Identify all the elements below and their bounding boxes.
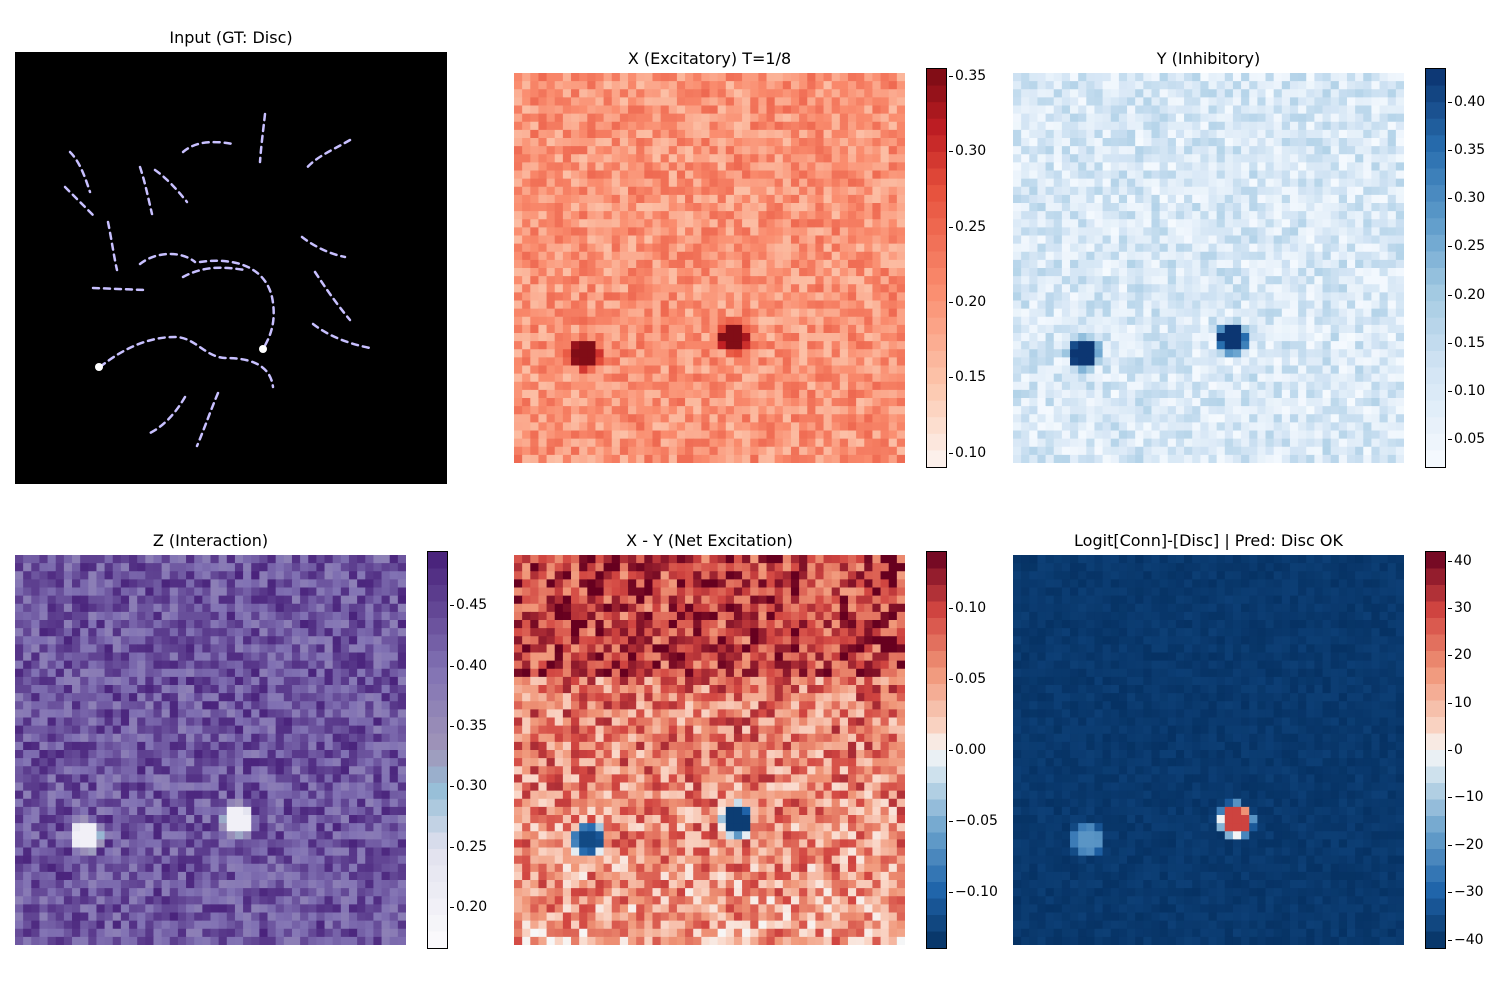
colorbar-tick-label: 0.20 — [1447, 286, 1486, 303]
colorbar-tick-label: 0.10 — [948, 444, 987, 461]
colorbar-tick-label: 0.40 — [449, 657, 488, 674]
heatmap-z — [15, 555, 406, 945]
colorbar-tick-label: 0.25 — [1447, 238, 1486, 255]
panel-title-logit: Logit[Conn]-[Disc] | Pred: Disc OK — [1074, 531, 1343, 550]
colorbar-tick-label: 0.10 — [948, 599, 987, 616]
colorbar-net-ticks: 0.10 0.05 0.00 −0.05 −0.10 — [948, 551, 1015, 949]
colorbar-tick-label: 0.05 — [1447, 431, 1486, 448]
input-contour-segment — [146, 395, 187, 436]
colorbar-tick-label: 0.30 — [449, 778, 488, 795]
colorbar-tick-label: 0.20 — [449, 898, 488, 915]
colorbar-tick-label: 0.20 — [948, 294, 987, 310]
colorbar-tick-label: 0.15 — [948, 369, 987, 386]
heatmap-net — [514, 555, 905, 945]
input-contour-segment — [300, 235, 347, 259]
colorbar-tick-label: 0.10 — [1447, 382, 1486, 399]
panel-title-input: Input (GT: Disc) — [169, 28, 293, 47]
colorbar-tick-label: 40 — [1448, 552, 1472, 569]
colorbar-tick-label: 20 — [1448, 647, 1472, 664]
colorbar-tick-label: −10 — [1448, 789, 1484, 806]
colorbar-tick-label: −0.05 — [949, 813, 998, 830]
colorbar-tick-label: 0.30 — [948, 143, 987, 159]
colorbar-x-ticks: 0.10 0.15 0.20 0.25 0.30 0.35 — [948, 67, 1015, 468]
colorbar-tick-label: −20 — [1448, 836, 1484, 853]
input-contour-segment — [91, 286, 147, 292]
input-contour-segment — [106, 220, 119, 272]
colorbar-tick-label: 0.05 — [948, 670, 987, 687]
panel-title-net: X - Y (Net Excitation) — [626, 531, 793, 550]
input-contour-segment — [138, 165, 154, 216]
colorbar-logit-ticks: 40 30 20 10 0 −10 −20 −30 −40 — [1448, 551, 1500, 949]
colorbar-tick-label: −40 — [1448, 931, 1484, 948]
input-contour-segment — [313, 270, 352, 322]
colorbar-x — [926, 68, 947, 468]
colorbar-tick-label: 0.15 — [1447, 334, 1486, 351]
input-contour-segment — [198, 259, 275, 351]
input-contours — [63, 112, 372, 448]
heatmap-y — [1013, 73, 1404, 463]
panel-title-z: Z (Interaction) — [152, 531, 269, 550]
colorbar-z — [427, 551, 448, 949]
input-image — [15, 52, 447, 484]
colorbar-tick-label: 10 — [1448, 694, 1472, 711]
input-contour-segment — [311, 322, 372, 350]
colorbar-tick-label: 0.45 — [449, 597, 488, 614]
input-contour-segment — [98, 335, 275, 389]
colorbar-tick-label: 0.35 — [449, 717, 488, 734]
heatmap-x — [514, 73, 905, 463]
colorbar-tick-label: 0.35 — [1447, 141, 1486, 158]
panel-title-x: X (Excitatory) T=1/8 — [627, 49, 792, 68]
input-contour-segment — [181, 266, 247, 279]
panel-title-y: Y (Inhibitory) — [1156, 49, 1261, 68]
heatmap-logit — [1013, 555, 1404, 945]
input-contour-segment — [153, 168, 189, 204]
colorbar-tick-label: 0.30 — [1447, 190, 1486, 207]
input-contour-segment — [68, 150, 92, 194]
input-contour-segment — [258, 112, 267, 164]
colorbar-tick-label: −0.10 — [949, 884, 998, 901]
input-contour-segment — [195, 391, 220, 448]
input-endpoint-dot — [95, 363, 103, 371]
colorbar-tick-label: −30 — [1448, 884, 1484, 901]
input-contour-segment — [303, 138, 352, 172]
input-contour-segment — [138, 252, 197, 266]
input-contour-segment — [63, 185, 97, 219]
colorbar-tick-label: 30 — [1448, 599, 1472, 616]
colorbar-tick-label: 0.25 — [449, 838, 488, 855]
colorbar-y — [1425, 68, 1446, 468]
colorbar-y-ticks: 0.05 0.10 0.15 0.20 0.25 0.30 0.35 0.40 — [1447, 68, 1500, 468]
input-contour-segment — [181, 140, 235, 154]
colorbar-logit — [1425, 551, 1446, 949]
colorbar-net — [926, 551, 947, 949]
colorbar-tick-label: 0 — [1448, 742, 1463, 758]
colorbar-tick-label: 0.00 — [948, 742, 987, 758]
input-endpoint-dot — [259, 345, 267, 353]
colorbar-tick-label: 0.25 — [948, 218, 987, 235]
colorbar-tick-label: 0.35 — [948, 67, 987, 84]
colorbar-z-ticks: 0.20 0.25 0.30 0.35 0.40 0.45 — [449, 551, 506, 949]
colorbar-tick-label: 0.40 — [1447, 93, 1486, 110]
